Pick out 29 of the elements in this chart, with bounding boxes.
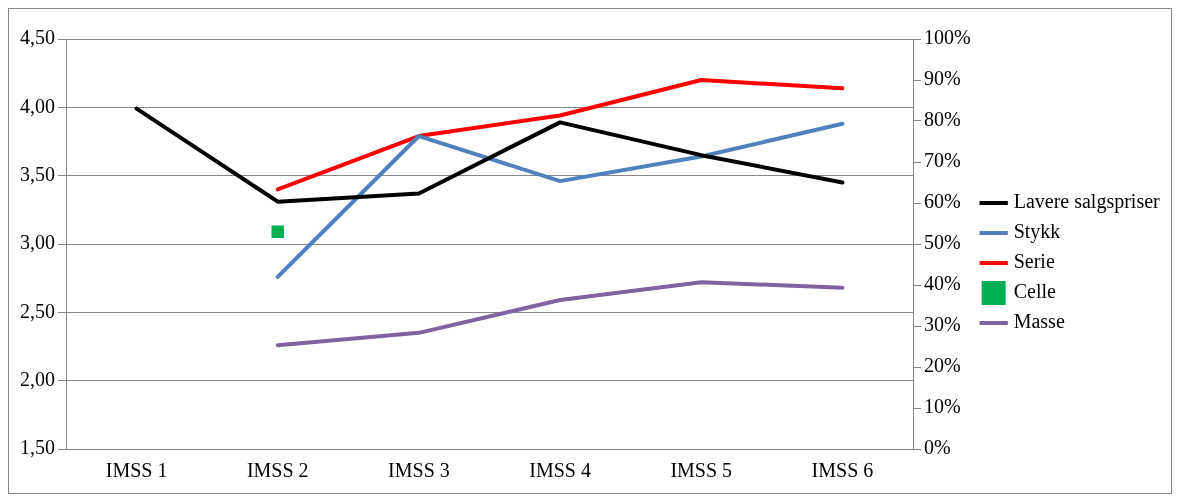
- y-tick-label: 3,00: [20, 231, 55, 254]
- y-tick-label: 2,00: [20, 367, 55, 390]
- y2-tick-label: 30%: [924, 313, 961, 336]
- y2-tick-label: 50%: [924, 231, 961, 254]
- y-tick-label: 3,50: [20, 162, 55, 185]
- y2-tick-label: 0%: [924, 436, 951, 459]
- x-tick-label: IMSS 4: [529, 459, 591, 482]
- legend-label: Celle: [1013, 280, 1056, 303]
- legend-label: Lavere salgspriser: [1013, 190, 1161, 214]
- y-tick-label: 2,50: [20, 299, 55, 322]
- y2-tick-label: 90%: [924, 67, 961, 90]
- x-tick-label: IMSS 5: [670, 459, 733, 482]
- y2-tick-label: 10%: [924, 395, 961, 418]
- y2-tick-label: 60%: [924, 190, 961, 213]
- y-tick-label: 4,00: [20, 94, 55, 117]
- y-tick-label: 1,50: [20, 436, 55, 459]
- y2-tick-label: 100%: [924, 26, 971, 49]
- y2-tick-label: 40%: [924, 272, 961, 295]
- legend-label: Serie: [1013, 250, 1055, 273]
- x-tick-label: IMSS 6: [811, 459, 874, 482]
- y2-tick-label: 70%: [924, 149, 961, 172]
- legend-label: Stykk: [1013, 220, 1061, 244]
- legend-label: Masse: [1013, 310, 1065, 333]
- x-tick-label: IMSS 2: [246, 459, 309, 482]
- y2-tick-label: 20%: [924, 354, 961, 377]
- x-tick-label: IMSS 1: [105, 459, 168, 482]
- x-tick-label: IMSS 3: [388, 459, 450, 482]
- y2-tick-label: 80%: [924, 108, 961, 131]
- y-tick-label: 4,50: [20, 26, 55, 49]
